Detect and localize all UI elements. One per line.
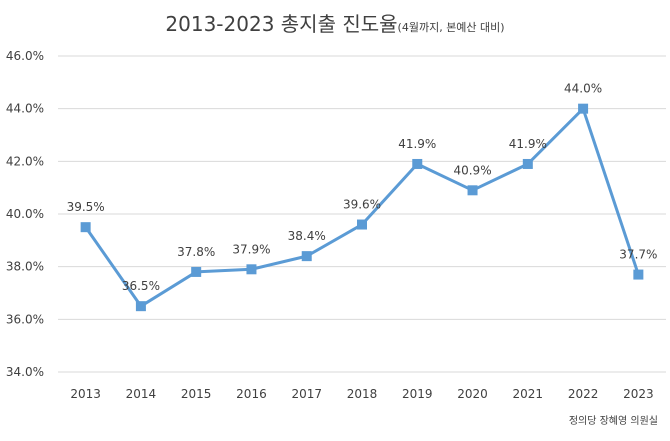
x-tick-label: 2015 [181, 387, 212, 401]
y-tick-label: 42.0% [6, 154, 44, 168]
data-point [80, 222, 91, 233]
x-tick-label: 2013 [70, 387, 101, 401]
data-point [467, 185, 478, 196]
data-label: 37.7% [619, 248, 657, 262]
y-tick-label: 34.0% [6, 365, 44, 379]
x-tick-label: 2014 [126, 387, 157, 401]
y-tick-label: 44.0% [6, 102, 44, 116]
data-point [578, 103, 589, 114]
data-point [412, 158, 423, 169]
data-label: 44.0% [564, 82, 602, 96]
x-tick-label: 2017 [291, 387, 322, 401]
data-labels: 39.5% 36.5% 37.8% 37.9% 38.4% 39.6% 41.9% 40.9%… [67, 82, 658, 293]
x-tick-label: 2022 [568, 387, 599, 401]
data-point [522, 158, 533, 169]
chart-title-main: 2013-2023 총지출 진도율 [165, 12, 397, 36]
data-label: 41.9% [398, 137, 436, 151]
data-label: 41.9% [509, 137, 547, 151]
data-label: 37.8% [177, 245, 215, 259]
y-tick-label: 46.0% [6, 49, 44, 63]
data-point [357, 219, 367, 230]
y-axis-tick-labels: 34.0% 36.0% 38.0% 40.0% 42.0% 44.0% 46.0% [6, 49, 44, 379]
grid-lines [58, 55, 666, 373]
x-tick-label: 2016 [236, 387, 267, 401]
data-point [246, 264, 257, 275]
data-label: 39.5% [67, 200, 105, 214]
series-layer [80, 103, 644, 312]
y-tick-label: 38.0% [6, 260, 44, 274]
data-label: 39.6% [343, 198, 381, 212]
source-label: 정의당 장혜영 의원실 [569, 415, 658, 427]
y-tick-label: 40.0% [6, 207, 44, 221]
chart-subtitle: (4월까지, 본예산 대비) [398, 21, 505, 34]
y-tick-label: 36.0% [6, 312, 44, 326]
x-tick-label: 2019 [402, 387, 433, 401]
data-label: 40.9% [453, 163, 491, 177]
data-label: 36.5% [122, 279, 160, 293]
x-tick-label: 2023 [623, 387, 654, 401]
data-label: 37.9% [232, 242, 270, 256]
x-tick-label: 2021 [513, 387, 544, 401]
data-label: 38.4% [288, 229, 326, 243]
data-point [301, 251, 312, 262]
data-point [191, 266, 202, 277]
chart-title: 2013-2023 총지출 진도율(4월까지, 본예산 대비) [165, 12, 504, 36]
x-tick-label: 2020 [457, 387, 488, 401]
data-point [135, 301, 146, 312]
data-point [633, 269, 644, 280]
x-axis-tick-labels: 2013 2014 2015 2016 2017 2018 2019 2020 2021 2022… [70, 387, 653, 401]
x-tick-label: 2018 [347, 387, 378, 401]
